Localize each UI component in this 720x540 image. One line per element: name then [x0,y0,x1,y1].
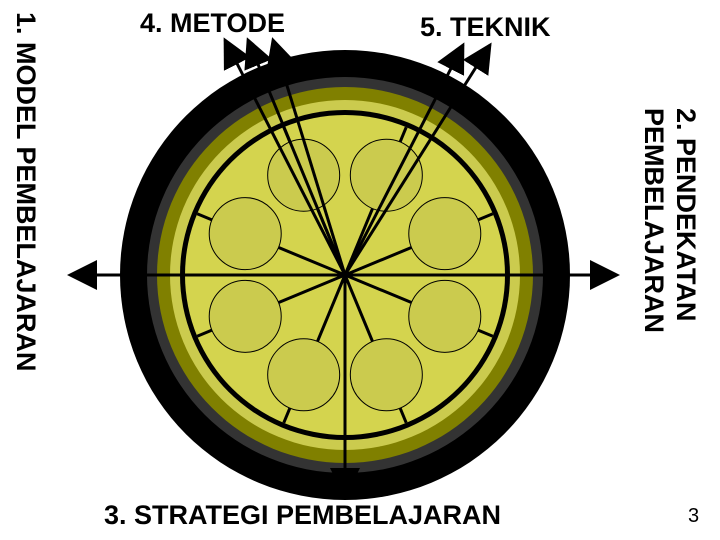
label-teknik: 5. TEKNIK [420,12,551,43]
label-strategi: 3. STRATEGI PEMBELAJARAN [104,500,501,531]
label-pendekatan-line2: PEMBELAJARAN [638,108,669,333]
concentric-diagram [0,0,720,540]
label-pendekatan-line1: 2. PENDEKATAN [670,108,701,322]
page-number: 3 [688,505,699,528]
label-model: 1. MODEL PEMBELAJARAN [10,12,41,372]
label-metode: 4. METODE [140,8,285,39]
